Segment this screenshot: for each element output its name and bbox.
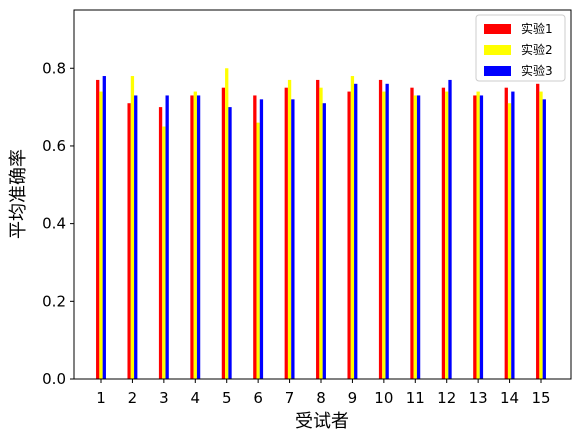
bar-2-14 xyxy=(507,103,512,379)
bar-3-1 xyxy=(102,76,106,379)
bar-3-6 xyxy=(259,99,264,379)
bar-1-3 xyxy=(158,107,163,380)
bar-2-8 xyxy=(319,87,323,380)
bar-3-10 xyxy=(385,83,389,380)
bar-2-1 xyxy=(99,91,103,379)
bar-1-6 xyxy=(253,95,257,379)
bar-1-5 xyxy=(221,87,226,380)
x-tick-label: 3 xyxy=(159,389,169,407)
bar-2-4 xyxy=(193,91,197,379)
bar-2-3 xyxy=(162,126,166,379)
bar-3-2 xyxy=(134,95,138,379)
bar-1-12 xyxy=(441,87,446,380)
x-axis-label: 受试者 xyxy=(295,411,349,432)
y-axis: 0.0 0.2 0.4 0.6 0.8 xyxy=(42,59,74,388)
legend-swatch-3 xyxy=(484,66,511,76)
y-tick-label: 0.0 xyxy=(42,370,66,388)
y-tick-label: 0.2 xyxy=(42,292,66,310)
plot-frame xyxy=(73,9,572,380)
bar-3-7 xyxy=(291,99,295,379)
x-tick-label: 9 xyxy=(348,389,358,407)
bar-2-12 xyxy=(445,91,449,379)
legend: 实验1 实验2 实验3 xyxy=(475,14,566,82)
x-tick-label: 5 xyxy=(222,389,232,407)
bar-1-10 xyxy=(378,79,383,380)
bar-1-13 xyxy=(473,95,477,379)
x-tick-label: 8 xyxy=(316,389,326,407)
bar-3-12 xyxy=(448,79,452,380)
bar-3-15 xyxy=(542,99,546,379)
bar-2-7 xyxy=(287,79,292,380)
bar-1-2 xyxy=(127,103,131,379)
x-tick-label: 10 xyxy=(374,389,393,407)
bar-1-9 xyxy=(347,91,351,379)
bar-3-8 xyxy=(322,103,326,379)
bar-1-8 xyxy=(316,79,320,380)
bar-1-14 xyxy=(504,87,508,380)
x-tick-label: 7 xyxy=(285,389,295,407)
x-tick-label: 11 xyxy=(406,389,425,407)
bar-2-2 xyxy=(130,76,135,379)
bar-1-1 xyxy=(96,79,100,380)
bar-1-7 xyxy=(284,87,288,380)
x-tick-label: 1 xyxy=(96,389,106,407)
bar-2-6 xyxy=(256,122,260,379)
y-tick-label: 0.4 xyxy=(42,215,66,233)
x-tick-label: 2 xyxy=(128,389,138,407)
bar-1-11 xyxy=(410,87,414,380)
bar-3-5 xyxy=(228,107,232,380)
bar-1-4 xyxy=(190,95,194,379)
x-tick-label: 6 xyxy=(253,389,263,407)
bar-2-10 xyxy=(382,91,386,379)
bar-2-5 xyxy=(225,68,229,379)
x-tick-label: 15 xyxy=(531,389,550,407)
bar-3-4 xyxy=(196,95,201,379)
bar-1-15 xyxy=(536,83,540,380)
bar-2-15 xyxy=(539,91,543,379)
x-axis: 1 2 3 4 5 6 7 8 9 10 11 12 13 14 15 xyxy=(96,379,551,407)
x-tick-label: 4 xyxy=(191,389,201,407)
legend-label-3: 实验3 xyxy=(521,63,553,78)
x-tick-label: 13 xyxy=(469,389,488,407)
legend-swatch-2 xyxy=(484,45,511,55)
legend-label-2: 实验2 xyxy=(521,42,553,57)
x-tick-label: 14 xyxy=(500,389,519,407)
bar-2-13 xyxy=(476,91,480,379)
y-tick-label: 0.8 xyxy=(42,59,66,77)
bar-3-13 xyxy=(479,95,484,379)
bar-3-9 xyxy=(354,83,358,380)
y-axis-label: 平均准确率 xyxy=(8,149,29,239)
y-tick-label: 0.6 xyxy=(42,137,66,155)
bar-3-14 xyxy=(511,91,515,379)
x-tick-label: 12 xyxy=(437,389,456,407)
bar-3-11 xyxy=(416,95,421,379)
bars-group xyxy=(96,68,546,380)
legend-swatch-1 xyxy=(484,24,511,34)
bar-2-11 xyxy=(413,95,417,379)
bar-2-9 xyxy=(350,76,355,379)
bar-3-3 xyxy=(165,95,169,379)
legend-label-1: 实验1 xyxy=(521,21,553,36)
